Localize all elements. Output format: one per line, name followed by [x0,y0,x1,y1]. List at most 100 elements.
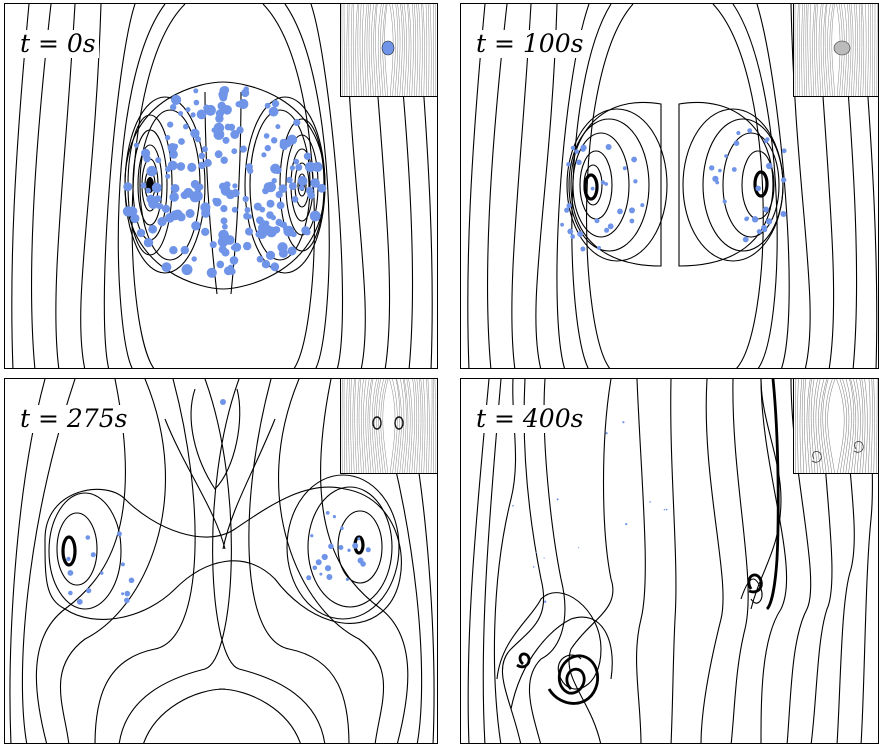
particle [124,590,131,597]
particle [85,535,91,540]
inset-streamline [380,4,384,96]
particle [617,208,623,215]
particle [243,86,249,92]
inset-streamline [857,4,861,96]
particle [226,236,234,245]
inset-streamline [406,379,411,473]
particle [167,121,174,128]
inset-streamline [373,4,377,96]
particle [193,99,200,106]
particle [535,551,538,553]
inset-streamline [367,379,372,473]
inset-streamline [813,379,819,473]
particle [317,183,327,193]
particle [169,246,178,255]
particle [309,210,321,222]
particle [605,432,608,435]
particle [577,231,584,237]
inset-streamline [855,379,861,473]
particle [201,227,210,236]
inset-streamline [861,4,865,96]
inset-streamline [401,379,407,473]
particle [223,181,231,189]
particle [185,107,191,113]
particle [293,158,300,165]
particle [712,175,719,182]
particle [291,196,299,203]
particle [665,508,668,511]
inset-streamline [378,379,384,473]
particle [190,112,196,118]
inset-streamline [434,379,437,473]
particle [268,106,279,117]
particle [177,212,186,222]
particle [270,163,281,174]
inset-streamline [362,4,365,96]
particle [187,162,197,172]
time-label: t = 275s [17,405,131,433]
particle [278,184,288,193]
particle [319,572,323,576]
inset-streamline [416,4,419,96]
particle [715,180,720,185]
particle [148,224,158,234]
inset-streamline [365,379,370,473]
inset-streamline [364,4,368,96]
particle [566,203,572,209]
inset-streamline [408,379,413,473]
particle [755,185,761,192]
inset-streamline [413,379,418,473]
particle [229,256,239,265]
particle [731,167,737,172]
particle [155,157,162,164]
particle [220,205,228,213]
particle [766,162,773,170]
particle [255,231,262,238]
inset-streamline [411,4,414,96]
inset-streamline [827,379,836,473]
inset-streamline [825,379,833,473]
particle [352,542,359,549]
particle [625,523,628,526]
inset-streamline [818,4,822,96]
inset-streamline [350,4,353,96]
particle [220,399,226,405]
particle [220,156,228,164]
inset-streamline [864,4,867,96]
inset-streamline [848,4,852,96]
particle [718,168,722,173]
particle [590,186,595,191]
particle [724,154,728,158]
inset-t275 [340,379,437,474]
particle [180,245,189,255]
particle [597,246,601,250]
particle [222,223,228,230]
particle [347,548,351,552]
panel-t275: t = 275s [4,378,438,744]
particle [242,195,249,203]
particle [198,152,206,159]
particle [271,137,278,144]
particle [66,556,71,562]
inset-streamline [434,4,437,96]
particle [171,94,182,105]
inset-streamline [397,4,401,96]
inset-streamline [867,379,871,473]
particle [298,185,305,191]
inset-streamline [430,379,433,473]
inset-streamline [371,4,374,96]
time-label: t = 100s [473,30,587,58]
inset-streamline [375,4,379,96]
inset-streamline [418,4,421,96]
particle [143,237,154,248]
particle [154,195,162,203]
inset-streamline [850,379,857,473]
inset-streamline [346,379,348,473]
particle [190,128,200,138]
inset-streamline [371,379,377,473]
inset-streamline [805,4,808,96]
particle [198,161,206,170]
inset-streamline [406,4,410,96]
particle [247,167,254,174]
particle [276,201,285,210]
